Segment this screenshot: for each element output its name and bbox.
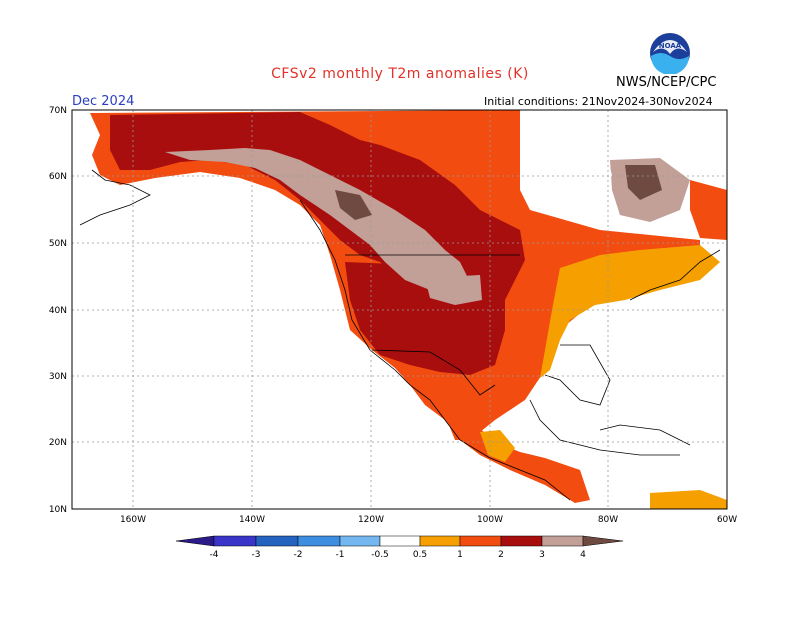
anomaly-05-1 — [540, 245, 720, 378]
colorbar-segment — [255, 535, 299, 547]
anomaly-1-2-greenland — [690, 180, 727, 240]
map-title: CFSv2 monthly T2m anomalies (K) — [271, 66, 529, 82]
colorbar-segment — [175, 535, 215, 547]
colorbar-label: 3 — [539, 550, 545, 560]
anomaly-3-4-plains — [425, 275, 482, 305]
colorbar-segment — [379, 535, 421, 547]
lat-axis: 70N 60N 50N 40N 30N 20N 10N — [49, 106, 67, 515]
colorbar-labels: -4 -3 -2 -1 -0.5 0.5 1 2 3 4 — [210, 550, 587, 560]
colorbar-label: -2 — [294, 550, 303, 560]
anomaly-05-1-sa — [650, 490, 727, 509]
lon-label: 120W — [358, 515, 384, 525]
anomaly-gt4-rockies — [335, 190, 372, 220]
colorbar — [175, 535, 624, 547]
colorbar-segment — [541, 535, 584, 547]
forecast-month: Dec 2024 — [72, 94, 135, 109]
anomaly-05-1-mexico — [480, 430, 515, 462]
lon-label: 160W — [120, 515, 146, 525]
lat-label: 70N — [49, 106, 67, 116]
map-border — [71, 109, 728, 510]
noaa-logo-icon: NOAA — [650, 33, 690, 74]
lat-label: 20N — [49, 438, 67, 448]
colorbar-label: -1 — [336, 550, 345, 560]
colorbar-label: 2 — [498, 550, 504, 560]
colorbar-label: 0.5 — [413, 550, 427, 560]
agency-label: NWS/NCEP/CPC — [616, 75, 717, 90]
anomaly-3-4 — [165, 148, 470, 295]
colorbar-segment — [582, 535, 624, 547]
lon-label: 100W — [477, 515, 503, 525]
lon-label: 80W — [598, 515, 618, 525]
colorbar-segment — [297, 535, 341, 547]
colorbar-label: 1 — [457, 550, 463, 560]
colorbar-segment — [419, 535, 461, 547]
colorbar-label: -4 — [210, 550, 219, 560]
lat-label: 10N — [49, 505, 67, 515]
colorbar-segment — [459, 535, 502, 547]
neutral-hudson — [525, 140, 612, 205]
lon-label: 60W — [717, 515, 737, 525]
lat-label: 30N — [49, 372, 67, 382]
colorbar-label: -0.5 — [371, 550, 389, 560]
lat-label: 40N — [49, 306, 67, 316]
svg-text:NOAA: NOAA — [659, 42, 682, 50]
colorbar-segment — [339, 535, 381, 547]
lon-axis: 160W 140W 120W 100W 80W 60W — [120, 515, 737, 525]
neutral-southeast — [560, 320, 660, 400]
colorbar-label: -3 — [252, 550, 261, 560]
initial-conditions: Initial conditions: 21Nov2024-30Nov2024 — [484, 95, 713, 108]
lat-label: 50N — [49, 239, 67, 249]
lat-label: 60N — [49, 172, 67, 182]
colorbar-segment — [500, 535, 543, 547]
lon-label: 140W — [239, 515, 265, 525]
anomaly-fields — [90, 110, 727, 509]
graticule — [72, 110, 727, 509]
colorbar-segment — [213, 535, 257, 547]
colorbar-label: 4 — [580, 550, 586, 560]
anomaly-gt4 — [625, 165, 662, 200]
coastlines — [79, 169, 721, 501]
